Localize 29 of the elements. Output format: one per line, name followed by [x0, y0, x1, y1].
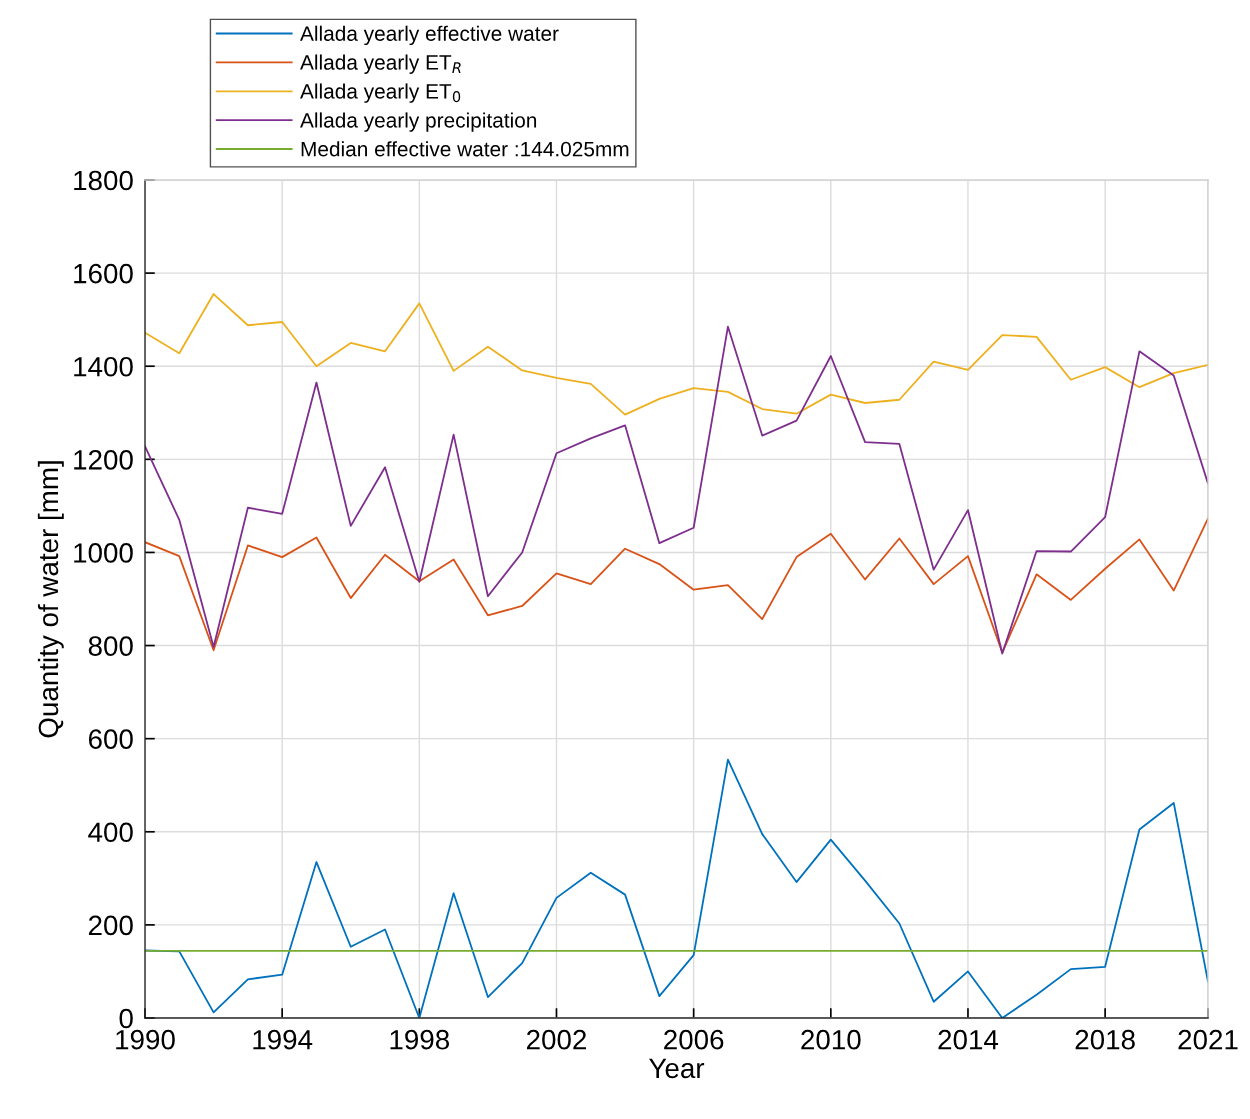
- y-tick-label: 200: [88, 915, 133, 936]
- legend-label: Allada yearly ET$_{R}$: [300, 54, 461, 74]
- y-tick-label: 400: [88, 822, 133, 843]
- x-tick-label: 2018: [1075, 1029, 1135, 1050]
- x-tick-label: 1998: [390, 1029, 450, 1050]
- y-tick-label: 1400: [74, 356, 133, 377]
- x-tick-label: 2021: [1178, 1029, 1238, 1050]
- x-tick-label: 2002: [526, 1029, 586, 1050]
- legend-label: Median effective water :144.025mm: [301, 141, 629, 157]
- y-axis-title: Quantity of water [mm]: [37, 461, 64, 738]
- x-tick-label: 2010: [801, 1029, 861, 1050]
- x-tick-label: 1990: [116, 1029, 175, 1050]
- y-tick-label: 800: [88, 636, 133, 656]
- x-tick-label: 2014: [938, 1029, 999, 1050]
- legend-label: Allada yearly effective water: [300, 25, 559, 46]
- x-tick-label: 2006: [664, 1029, 724, 1050]
- y-tick-label: 600: [88, 729, 133, 750]
- y-tick-label: 1000: [74, 543, 133, 563]
- legend-label: Allada yearly ET$_{0}$: [300, 83, 461, 103]
- line-series: [145, 517, 1208, 654]
- x-tick-label: 1994: [253, 1029, 313, 1050]
- line-series: [145, 293, 1208, 416]
- y-tick-label: 1800: [74, 170, 133, 191]
- y-tick-label: 1600: [74, 263, 133, 284]
- y-tick-label: 1200: [74, 450, 133, 470]
- y-tick-label: 0: [119, 1008, 133, 1029]
- x-axis-title: Year: [649, 1058, 705, 1079]
- legend-label: Allada yearly precipitation: [300, 112, 537, 132]
- line-series: [145, 325, 1208, 655]
